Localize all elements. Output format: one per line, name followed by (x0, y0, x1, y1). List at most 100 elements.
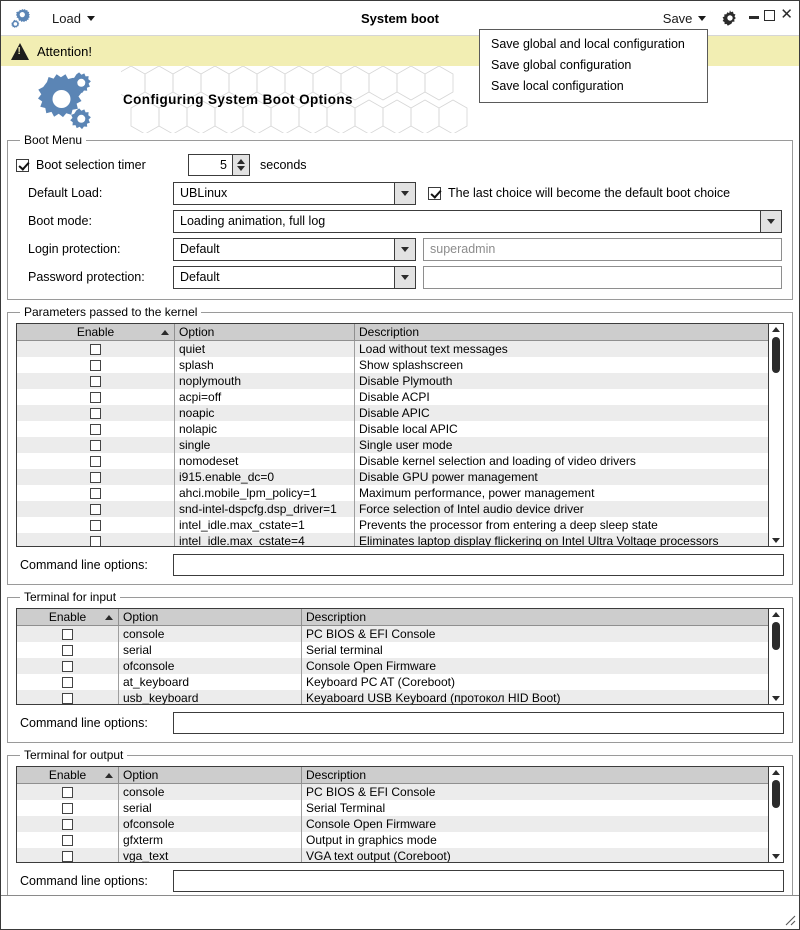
row-enable-cell[interactable] (17, 674, 119, 690)
row-checkbox-icon[interactable] (90, 439, 101, 451)
table-row[interactable]: intel_idle.max_cstate=1 Prevents the proc… (17, 517, 768, 533)
row-checkbox-icon[interactable] (62, 660, 73, 672)
spinner-down-icon[interactable] (237, 166, 245, 171)
row-enable-cell[interactable] (17, 341, 175, 357)
combobox-arrow-icon[interactable] (394, 182, 415, 204)
row-enable-cell[interactable] (17, 784, 119, 800)
login-protection-combobox[interactable]: Default (173, 237, 416, 261)
row-enable-cell[interactable] (17, 642, 119, 658)
table-row[interactable]: quiet Load without text messages (17, 341, 768, 357)
row-checkbox-icon[interactable] (90, 503, 101, 515)
row-checkbox-icon[interactable] (90, 423, 101, 435)
scroll-down-icon[interactable] (769, 535, 783, 546)
menu-item-save-local[interactable]: Save local configuration (491, 79, 624, 93)
table-row[interactable]: vga_text VGA text output (Coreboot) (17, 848, 768, 862)
spinner-up-icon[interactable] (237, 159, 245, 164)
table-row[interactable]: serial Serial Terminal (17, 800, 768, 816)
settings-gear-icon[interactable] (721, 9, 739, 27)
row-checkbox-icon[interactable] (62, 628, 73, 640)
table-row[interactable]: ahci.mobile_lpm_policy=1 Maximum performa… (17, 485, 768, 501)
save-dropdown-menu[interactable]: Save global and local configuration Save… (479, 29, 708, 103)
row-checkbox-icon[interactable] (62, 676, 73, 688)
row-enable-cell[interactable] (17, 421, 175, 437)
column-header-enable[interactable]: Enable (17, 324, 175, 340)
default-load-combobox[interactable]: UBLinux (173, 181, 416, 205)
row-checkbox-icon[interactable] (90, 407, 101, 419)
row-enable-cell[interactable] (17, 389, 175, 405)
scroll-down-icon[interactable] (769, 693, 783, 704)
scroll-up-icon[interactable] (769, 609, 783, 620)
row-checkbox-icon[interactable] (90, 343, 101, 355)
row-enable-cell[interactable] (17, 469, 175, 485)
menu-item-save-global-and-local[interactable]: Save global and local configuration (491, 37, 685, 51)
combobox-arrow-icon[interactable] (394, 266, 415, 288)
menu-item-save-global[interactable]: Save global configuration (491, 58, 632, 72)
table-row[interactable]: gfxterm Output in graphics mode (17, 832, 768, 848)
row-checkbox-icon[interactable] (62, 644, 73, 656)
row-checkbox-icon[interactable] (90, 471, 101, 483)
scroll-up-icon[interactable] (769, 767, 783, 778)
table-row[interactable]: at_keyboard Keyboard PC AT (Coreboot) (17, 674, 768, 690)
boot-selection-timer-checkbox[interactable]: Boot selection timer (16, 158, 188, 172)
row-enable-cell[interactable] (17, 501, 175, 517)
table-row[interactable]: noapic Disable APIC (17, 405, 768, 421)
row-enable-cell[interactable] (17, 626, 119, 642)
scrollbar-thumb[interactable] (772, 337, 780, 373)
row-checkbox-icon[interactable] (90, 455, 101, 467)
scroll-up-icon[interactable] (769, 324, 783, 335)
row-enable-cell[interactable] (17, 453, 175, 469)
row-enable-cell[interactable] (17, 517, 175, 533)
row-enable-cell[interactable] (17, 485, 175, 501)
terminal-input-scrollbar[interactable] (768, 609, 783, 704)
column-header-enable[interactable]: Enable (17, 767, 119, 783)
row-enable-cell[interactable] (17, 437, 175, 453)
table-row[interactable]: snd-intel-dspcfg.dsp_driver=1 Force selec… (17, 501, 768, 517)
table-row[interactable]: nomodeset Disable kernel selection and lo… (17, 453, 768, 469)
kernel-table-scrollbar[interactable] (768, 324, 783, 546)
boot-mode-combobox[interactable]: Loading animation, full log (173, 209, 782, 233)
row-enable-cell[interactable] (17, 816, 119, 832)
resize-grip-icon[interactable] (783, 913, 796, 926)
close-icon[interactable]: ✕ (780, 6, 793, 23)
scrollbar-thumb[interactable] (772, 622, 780, 650)
table-row[interactable]: usb_keyboard Keyaboard USB Keyboard (прот… (17, 690, 768, 704)
maximize-icon[interactable] (764, 10, 776, 21)
row-checkbox-icon[interactable] (90, 375, 101, 387)
boot-timer-input[interactable] (189, 155, 232, 175)
terminal-output-scrollbar[interactable] (768, 767, 783, 862)
row-checkbox-icon[interactable] (90, 359, 101, 371)
combobox-arrow-icon[interactable] (760, 210, 781, 232)
table-row[interactable]: intel_idle.max_cstate=4 Eliminates laptop… (17, 533, 768, 546)
row-enable-cell[interactable] (17, 357, 175, 373)
combobox-arrow-icon[interactable] (394, 238, 415, 260)
column-header-option[interactable]: Option (119, 609, 302, 625)
column-header-option[interactable]: Option (175, 324, 355, 340)
table-row[interactable]: splash Show splashscreen (17, 357, 768, 373)
table-row[interactable]: single Single user mode (17, 437, 768, 453)
scrollbar-track[interactable] (769, 620, 783, 704)
row-checkbox-icon[interactable] (90, 391, 101, 403)
row-checkbox-icon[interactable] (90, 487, 101, 499)
table-row[interactable]: nolapic Disable local APIC (17, 421, 768, 437)
login-protection-input[interactable]: superadmin (423, 237, 782, 261)
table-row[interactable]: console PC BIOS & EFI Console (17, 784, 768, 800)
row-checkbox-icon[interactable] (62, 850, 73, 862)
table-row[interactable]: acpi=off Disable ACPI (17, 389, 768, 405)
column-header-description[interactable]: Description (359, 325, 420, 339)
row-enable-cell[interactable] (17, 533, 175, 546)
kernel-command-line-input[interactable] (173, 554, 784, 576)
row-checkbox-icon[interactable] (62, 834, 73, 846)
scrollbar-track[interactable] (769, 778, 783, 862)
row-checkbox-icon[interactable] (62, 818, 73, 830)
table-row[interactable]: ofconsole Console Open Firmware (17, 658, 768, 674)
table-row[interactable]: console PC BIOS & EFI Console (17, 626, 768, 642)
password-protection-input[interactable] (423, 265, 782, 289)
save-menu-button[interactable]: Save (656, 8, 714, 29)
row-enable-cell[interactable] (17, 690, 119, 704)
row-checkbox-icon[interactable] (90, 535, 101, 546)
table-row[interactable]: i915.enable_dc=0 Disable GPU power manage… (17, 469, 768, 485)
table-row[interactable]: ofconsole Console Open Firmware (17, 816, 768, 832)
last-choice-default-checkbox[interactable]: The last choice will become the default … (428, 186, 730, 200)
row-enable-cell[interactable] (17, 373, 175, 389)
column-header-option[interactable]: Option (119, 767, 302, 783)
